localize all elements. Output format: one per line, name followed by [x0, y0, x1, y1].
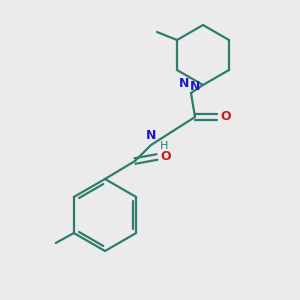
- Text: O: O: [160, 149, 171, 163]
- Text: N: N: [179, 77, 189, 90]
- Text: H: H: [160, 141, 168, 151]
- Text: O: O: [220, 110, 231, 122]
- Text: N: N: [190, 80, 200, 94]
- Text: N: N: [146, 129, 156, 142]
